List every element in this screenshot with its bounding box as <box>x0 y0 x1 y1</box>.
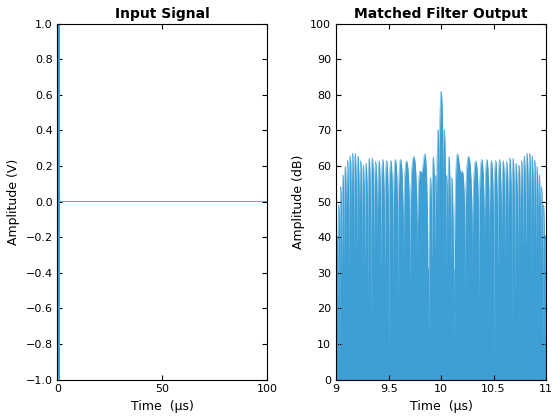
X-axis label: Time  (μs): Time (μs) <box>131 400 194 413</box>
Y-axis label: Amplitude (dB): Amplitude (dB) <box>292 155 305 249</box>
X-axis label: Time  (μs): Time (μs) <box>410 400 473 413</box>
Title: Matched Filter Output: Matched Filter Output <box>354 7 528 21</box>
Title: Input Signal: Input Signal <box>115 7 210 21</box>
Y-axis label: Amplitude (V): Amplitude (V) <box>7 158 20 245</box>
